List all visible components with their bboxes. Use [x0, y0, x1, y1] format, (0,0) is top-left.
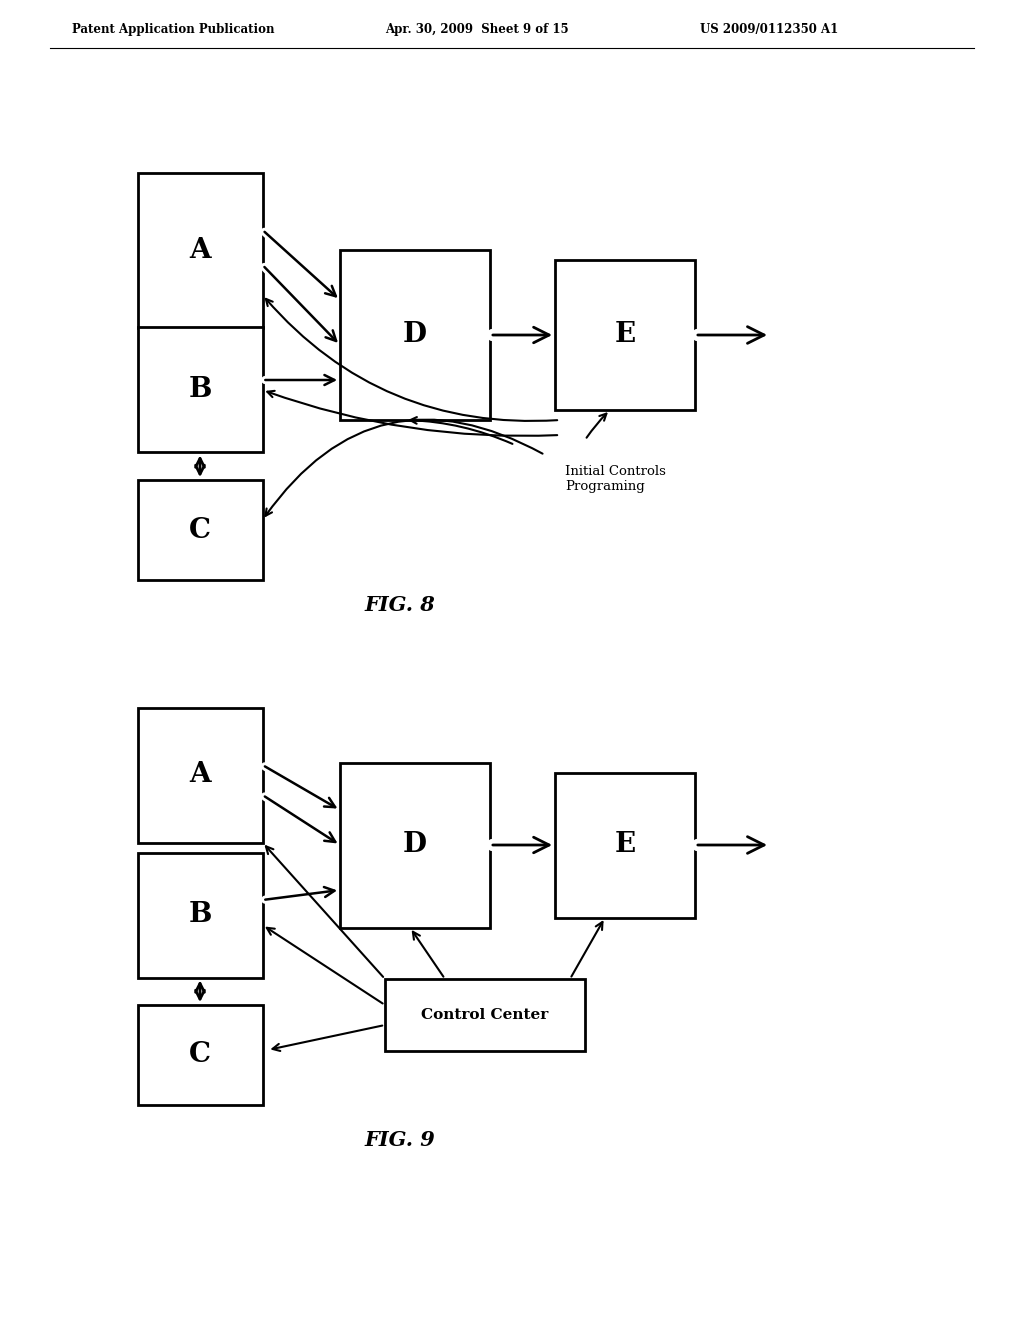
Text: C: C [189, 1041, 211, 1068]
Text: Control Center: Control Center [421, 1008, 549, 1022]
Text: A: A [189, 762, 211, 788]
Bar [555, 260, 695, 411]
Text: FIG. 8: FIG. 8 [365, 595, 435, 615]
Bar [137, 327, 262, 453]
Text: E: E [614, 322, 636, 348]
Bar [137, 853, 262, 978]
Text: E: E [614, 832, 636, 858]
Bar [137, 1005, 262, 1105]
Text: FIG. 9: FIG. 9 [365, 1130, 435, 1150]
Text: Patent Application Publication: Patent Application Publication [72, 22, 274, 36]
Text: D: D [403, 832, 427, 858]
Text: B: B [188, 376, 212, 404]
Bar [340, 763, 490, 928]
Text: C: C [189, 516, 211, 544]
Bar [137, 173, 262, 327]
Bar [555, 772, 695, 917]
Text: D: D [403, 322, 427, 348]
Text: US 2009/0112350 A1: US 2009/0112350 A1 [700, 22, 839, 36]
Bar [137, 480, 262, 579]
Bar [340, 249, 490, 420]
Text: A: A [189, 236, 211, 264]
Text: Apr. 30, 2009  Sheet 9 of 15: Apr. 30, 2009 Sheet 9 of 15 [385, 22, 568, 36]
Bar [137, 708, 262, 842]
Text: B: B [188, 902, 212, 928]
Bar [385, 979, 585, 1051]
Text: Initial Controls
Programing: Initial Controls Programing [565, 465, 666, 492]
